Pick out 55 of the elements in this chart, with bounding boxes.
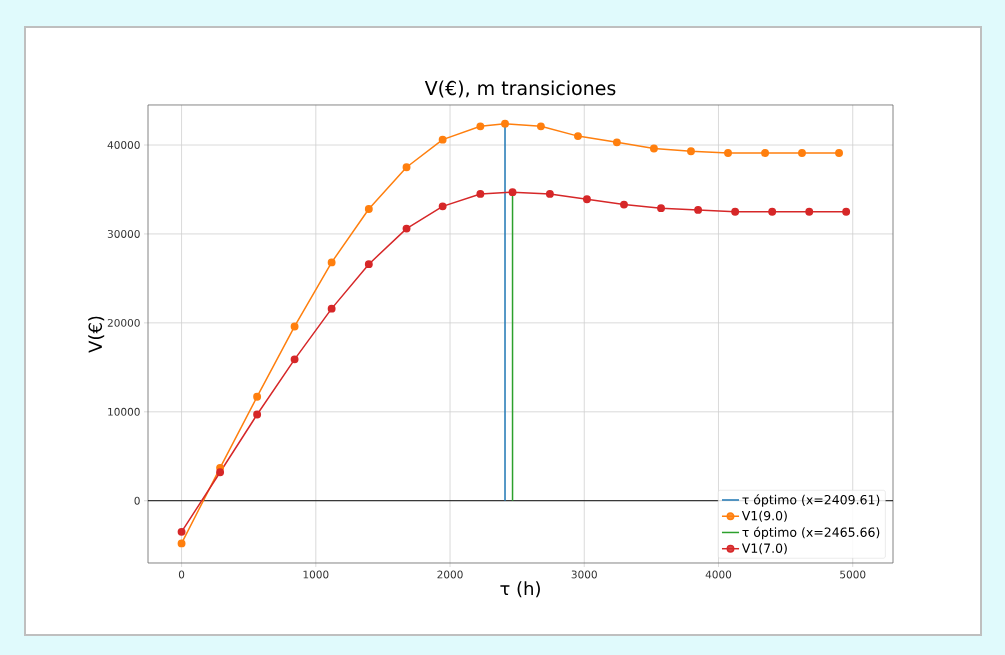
legend-label: τ óptimo (x=2409.61) (742, 494, 880, 507)
x-tick-label: 5000 (840, 570, 866, 579)
point (327, 258, 336, 267)
point (649, 144, 658, 153)
y-tick-label: 20000 (107, 318, 140, 327)
point (620, 200, 628, 209)
x-tick-label: 2000 (437, 570, 463, 579)
point (253, 410, 262, 419)
point (438, 135, 447, 144)
point (842, 207, 851, 216)
point (724, 149, 732, 157)
point (583, 195, 591, 204)
point (805, 207, 814, 216)
y-tick-label: 10000 (108, 407, 140, 416)
point (438, 202, 447, 211)
point (768, 207, 777, 216)
point (402, 224, 411, 233)
point (253, 392, 262, 401)
point (402, 163, 411, 172)
y-tick-label: 40000 (107, 141, 140, 149)
point (731, 207, 740, 216)
point (761, 149, 770, 157)
point (290, 355, 299, 364)
point (612, 138, 621, 147)
point (574, 132, 582, 141)
point (501, 119, 509, 128)
y-axis-title: V(€) (88, 316, 105, 353)
point (364, 205, 373, 213)
legend-label: τ óptimo (x=2465.66) (742, 526, 880, 540)
point (508, 188, 517, 197)
point (177, 527, 186, 536)
x-tick-label: 4000 (705, 570, 732, 579)
point (545, 189, 554, 198)
x-axis-title: τ (h) (500, 581, 540, 598)
point (364, 260, 373, 269)
legend-label: V1(7.0) (741, 543, 787, 555)
legend-label: V1(9.0) (741, 510, 787, 522)
point (657, 204, 665, 213)
y-tick-label: 0 (134, 496, 140, 505)
point (687, 147, 695, 156)
point (177, 539, 186, 548)
point (476, 189, 485, 198)
point (327, 304, 336, 313)
point (798, 149, 806, 157)
point (290, 322, 299, 331)
point (216, 468, 225, 477)
point (835, 149, 843, 157)
x-tick-label: 3000 (571, 570, 597, 579)
y-tick-label: 30000 (107, 229, 140, 238)
point (476, 122, 485, 131)
point (694, 205, 703, 214)
point (536, 122, 545, 131)
chart-title: V(€), m transiciones (424, 80, 616, 98)
x-tick-label: 1000 (303, 570, 329, 579)
x-tick-label: 0 (178, 570, 185, 579)
